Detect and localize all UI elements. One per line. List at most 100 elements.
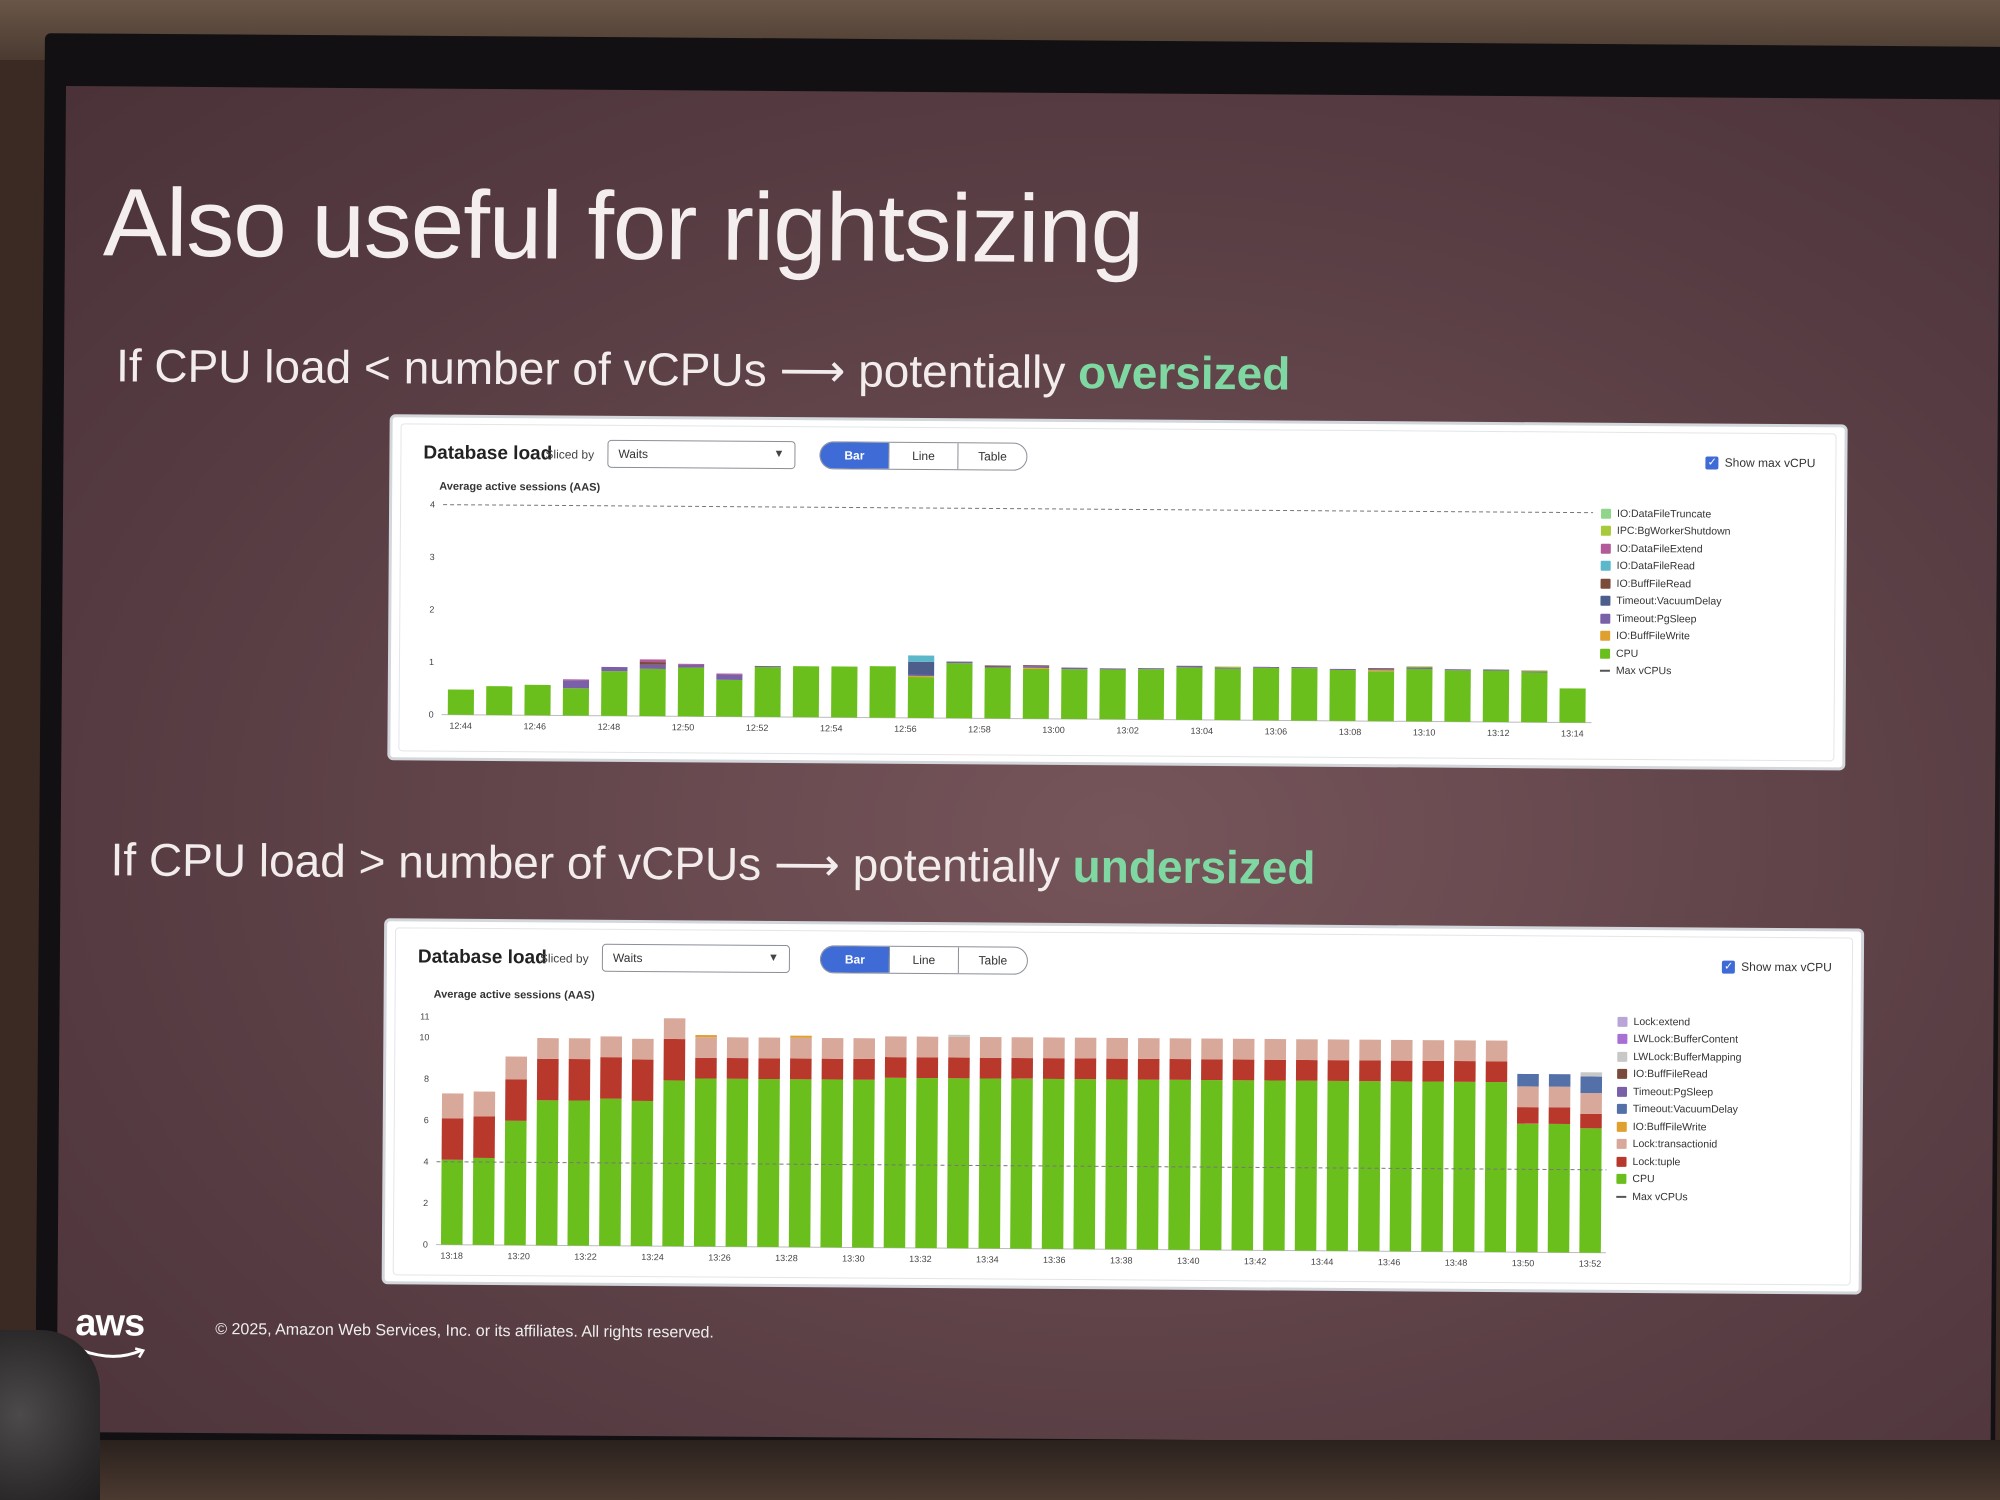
legend-item[interactable]: LWLock:BufferMapping	[1617, 1048, 1741, 1066]
bar-segment-lock-transactionid	[1327, 1039, 1350, 1061]
legend-swatch	[1616, 1104, 1627, 1115]
panel-2-sliced-by-select[interactable]: Waits ▼	[601, 943, 791, 974]
legend-item[interactable]: Lock:extend	[1617, 1013, 1741, 1031]
legend-item[interactable]: IO:BuffFileRead	[1617, 1065, 1741, 1083]
bar-segment-timeout-pgsleep	[908, 674, 935, 677]
legend-item[interactable]: Max vCPUs	[1616, 1188, 1740, 1206]
bar-segment-io-datafileread	[908, 655, 935, 662]
bar-segment-lock-tuple	[1485, 1061, 1508, 1083]
bar-segment-lock-transactionid	[1011, 1037, 1034, 1059]
legend-item[interactable]: IO:DataFileTruncate	[1601, 505, 1731, 523]
bar-segment-lock-transactionid	[1169, 1038, 1192, 1060]
legend-item[interactable]: IO:DataFileExtend	[1600, 540, 1731, 558]
legend-item[interactable]: IO:BuffFileRead	[1600, 575, 1731, 593]
bar-segment-lock-transactionid	[473, 1091, 496, 1117]
legend-item[interactable]: Timeout:PgSleep	[1600, 610, 1730, 628]
legend-item[interactable]: IPC:BgWorkerShutdown	[1600, 522, 1731, 540]
legend-label: Lock:transactionid	[1632, 1138, 1718, 1151]
checkbox-checked-icon[interactable]: ✓	[1705, 455, 1719, 470]
legend-item[interactable]: Timeout:PgSleep	[1616, 1083, 1741, 1101]
panel-1-view-bar[interactable]: Bar	[820, 442, 889, 469]
bar-segment-lock-transactionid	[853, 1038, 876, 1060]
checkbox-checked-icon[interactable]: ✓	[1722, 960, 1736, 974]
bar-segment-ipc-bgworkershutdown	[1406, 666, 1433, 668]
bar-segment-cpu	[677, 667, 705, 717]
bar-segment-timeout-pgsleep	[754, 665, 781, 668]
legend-swatch	[1617, 1051, 1628, 1062]
x-tick-label: 12:48	[598, 722, 621, 732]
bar-segment-lock-transactionid	[1390, 1039, 1413, 1061]
legend-item[interactable]: IO:BuffFileWrite	[1616, 1118, 1741, 1136]
bar-segment-ipc-bgworkershutdown	[1521, 670, 1548, 672]
bar-segment-cpu	[978, 1078, 1002, 1249]
legend-item[interactable]: CPU	[1616, 1170, 1740, 1188]
legend-swatch	[1600, 648, 1611, 659]
panel-2-bar-chart: 0 2 4 6 8 10 11 13:18 13:20 13:22 13:24 13:26 13:28 1…	[419, 1011, 1607, 1269]
legend-label: IO:BuffFileRead	[1633, 1068, 1708, 1081]
bar-segment-io-bufffilewrite	[790, 1035, 812, 1038]
subtitle-oversized-text: If CPU load < number of vCPUs ⟶ potentia…	[115, 339, 1079, 399]
bar-segment-timeout-pgsleep	[678, 664, 705, 668]
bar-segment-lock-transactionid	[632, 1038, 654, 1060]
bar-segment-cpu	[599, 1098, 622, 1246]
bar-segment-io-bufffileread	[984, 665, 1011, 667]
aws-logo-text: aws	[75, 1302, 145, 1345]
legend-item[interactable]: CPU	[1600, 645, 1730, 663]
legend-swatch	[1616, 1156, 1627, 1167]
x-tick-label: 13:30	[842, 1253, 865, 1263]
legend-item[interactable]: Timeout:VacuumDelay	[1616, 1100, 1741, 1118]
legend-item[interactable]: IO:DataFileRead	[1600, 557, 1731, 575]
x-tick-label: 13:00	[1042, 725, 1065, 735]
legend-item[interactable]: Lock:transactionid	[1616, 1135, 1741, 1153]
bar-segment-lock-tuple	[1295, 1059, 1318, 1081]
bar-segment-lock-transactionid	[1359, 1039, 1381, 1061]
bar-segment-cpu	[1073, 1079, 1097, 1250]
panel-2-show-max-vcpu[interactable]: ✓ Show max vCPU	[1722, 960, 1832, 974]
chevron-down-icon: ▼	[767, 951, 779, 964]
panel-1-show-max-vcpu[interactable]: ✓ Show max vCPU	[1705, 455, 1815, 470]
bar-segment-cpu	[535, 1100, 559, 1246]
bar-segment-cpu	[1099, 669, 1126, 720]
panel-2-view-line[interactable]: Line	[888, 946, 959, 974]
bar-segment-lock-tuple	[1137, 1058, 1160, 1080]
bar-segment-cpu	[1136, 1079, 1160, 1250]
legend-label: Max vCPUs	[1632, 1190, 1688, 1204]
panel-1-view-table[interactable]: Table	[957, 443, 1027, 470]
bar-segment-lock-tuple	[695, 1057, 717, 1079]
bar-segment-lock-tuple	[884, 1057, 907, 1078]
bar-segment-cpu	[1559, 688, 1586, 723]
bar-segment-cpu	[1482, 670, 1510, 723]
bar-segment-timeout-pgsleep	[1214, 667, 1241, 669]
bar-segment-timeout-pgsleep	[1176, 665, 1203, 668]
undersized-accent: undersized	[1072, 840, 1316, 894]
legend-item[interactable]: Max vCPUs	[1599, 662, 1730, 680]
legend-item[interactable]: LWLock:BufferContent	[1617, 1030, 1741, 1048]
legend-item[interactable]: Timeout:VacuumDelay	[1600, 592, 1730, 610]
panel-2-view-toggle[interactable]: Bar Line Table	[819, 945, 1029, 975]
bar-segment-cpu	[1263, 1080, 1286, 1251]
subtitle-oversized: If CPU load < number of vCPUs ⟶ potentia…	[116, 338, 1291, 400]
panel-2-sliced-by-label: Sliced by	[539, 951, 589, 966]
bar-segment-cpu	[1357, 1081, 1381, 1252]
legend-label: Timeout:VacuumDelay	[1632, 1103, 1738, 1116]
bar-segment-lock-transactionid	[1485, 1040, 1508, 1062]
bar-segment-lock-tuple	[631, 1059, 654, 1102]
legend-item[interactable]: Lock:tuple	[1616, 1153, 1740, 1171]
panel-2-view-table[interactable]: Table	[957, 947, 1028, 974]
bar-segment-timeout-vacuumdelay	[1517, 1073, 1539, 1087]
legend-item[interactable]: IO:BuffFileWrite	[1600, 627, 1730, 645]
bar-segment-lock-transactionid	[663, 1018, 686, 1040]
panel-1-title: Database load	[423, 442, 553, 465]
legend-dash-icon	[1599, 669, 1610, 673]
panel-2-view-bar[interactable]: Bar	[820, 946, 890, 973]
bar-segment-cpu	[472, 1157, 495, 1246]
panel-1-sliced-by-select[interactable]: Waits ▼	[607, 439, 796, 470]
y-tick-label: 11	[420, 1011, 429, 1021]
panel-1-view-line[interactable]: Line	[888, 442, 958, 470]
bar-segment-cpu	[486, 686, 513, 716]
bar-segment-timeout-pgsleep	[1099, 668, 1126, 670]
panel-1-view-toggle[interactable]: Bar Line Table	[819, 441, 1028, 471]
panel-1-bar-chart: 0 1 2 3 4 12:44 12:46 12:48 12:50 12:52 12:54 12:56…	[429, 500, 1594, 739]
bar-segment-lock-tuple	[916, 1057, 939, 1079]
legend-label: IO:BuffFileRead	[1616, 577, 1692, 591]
